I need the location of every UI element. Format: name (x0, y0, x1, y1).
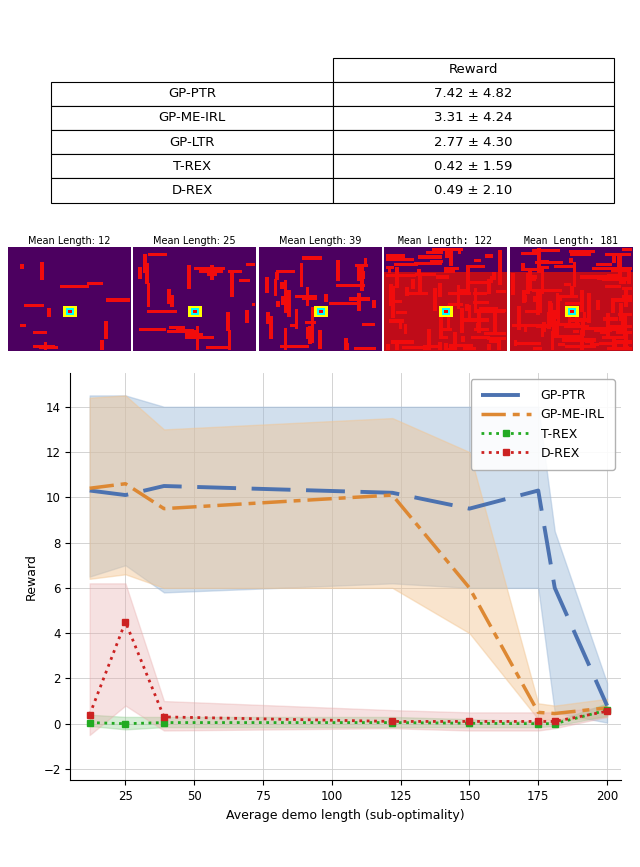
Y-axis label: Reward: Reward (25, 553, 38, 600)
Title: Mean Length: 181: Mean Length: 181 (524, 237, 618, 246)
Title: Mean Length: 39: Mean Length: 39 (279, 237, 361, 246)
Title: Mean Length: 122: Mean Length: 122 (399, 237, 492, 246)
Title: Mean Length: 12: Mean Length: 12 (28, 237, 110, 246)
Title: Mean Length: 25: Mean Length: 25 (153, 237, 236, 246)
Legend: GP-PTR, GP-ME-IRL, T-REX, D-REX: GP-PTR, GP-ME-IRL, T-REX, D-REX (470, 379, 614, 470)
X-axis label: Average demo length (sub-optimality): Average demo length (sub-optimality) (227, 809, 465, 822)
